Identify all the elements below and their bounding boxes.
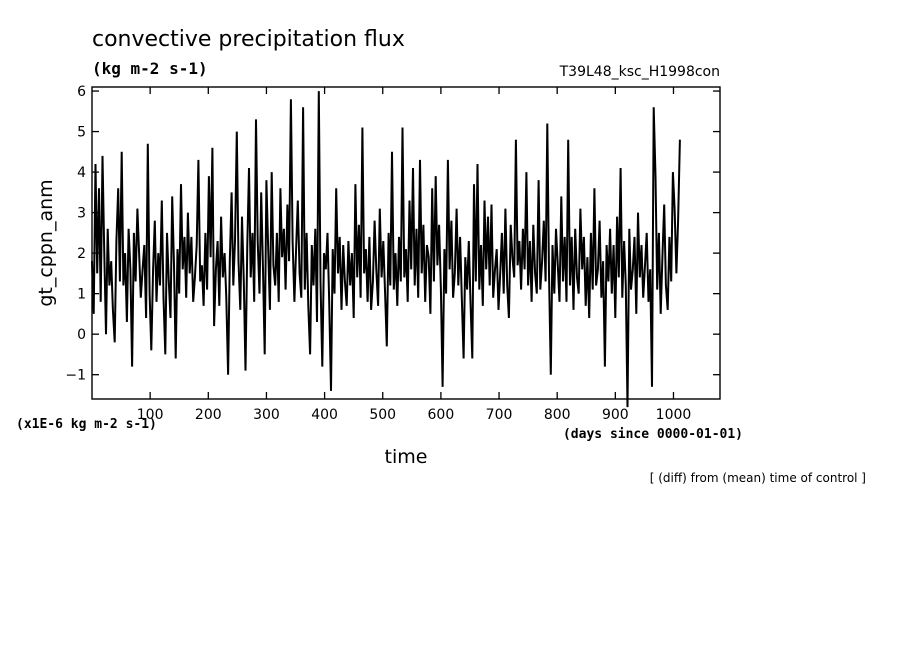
y-tick-label: 0 — [77, 327, 86, 343]
y-tick-label: 3 — [77, 206, 86, 222]
y-tick-label: 5 — [77, 125, 86, 141]
x-tick-label: 700 — [486, 407, 513, 423]
y-scale-note: (x1E-6 kg m-2 s-1) — [16, 417, 157, 432]
x-tick-label: 400 — [311, 407, 338, 423]
chart-title: convective precipitation flux — [92, 27, 405, 52]
x-tick-label: 300 — [253, 407, 280, 423]
y-tick-label: 1 — [77, 287, 86, 303]
y-tick-label: 6 — [77, 84, 86, 100]
y-axis-label: gt_cppn_anm — [35, 179, 57, 306]
x-tick-label: 100 — [137, 407, 164, 423]
y-tick-label: 4 — [77, 165, 86, 181]
y-tick-label: 2 — [77, 246, 86, 262]
chart-units: (kg m-2 s-1) — [92, 59, 208, 78]
x-tick-label: 600 — [428, 407, 455, 423]
y-tick-label: −1 — [65, 368, 86, 384]
x-tick-label: 900 — [602, 407, 629, 423]
run-label: T39L48_ksc_H1998con — [559, 64, 720, 80]
footnote: [ (diff) from (mean) time of control ] — [650, 471, 866, 485]
x-axis-label: time — [385, 446, 428, 468]
x-unit-note: (days since 0000-01-01) — [563, 427, 743, 442]
x-tick-label: 500 — [369, 407, 396, 423]
x-axis-ticks: 100 200 300 400 500 600 700 800 900 1000 — [137, 87, 692, 423]
x-tick-label: 1000 — [656, 407, 692, 423]
plot-frame — [91, 86, 721, 400]
x-tick-label: 800 — [544, 407, 571, 423]
series-line — [91, 91, 681, 408]
x-tick-label: 200 — [195, 407, 222, 423]
